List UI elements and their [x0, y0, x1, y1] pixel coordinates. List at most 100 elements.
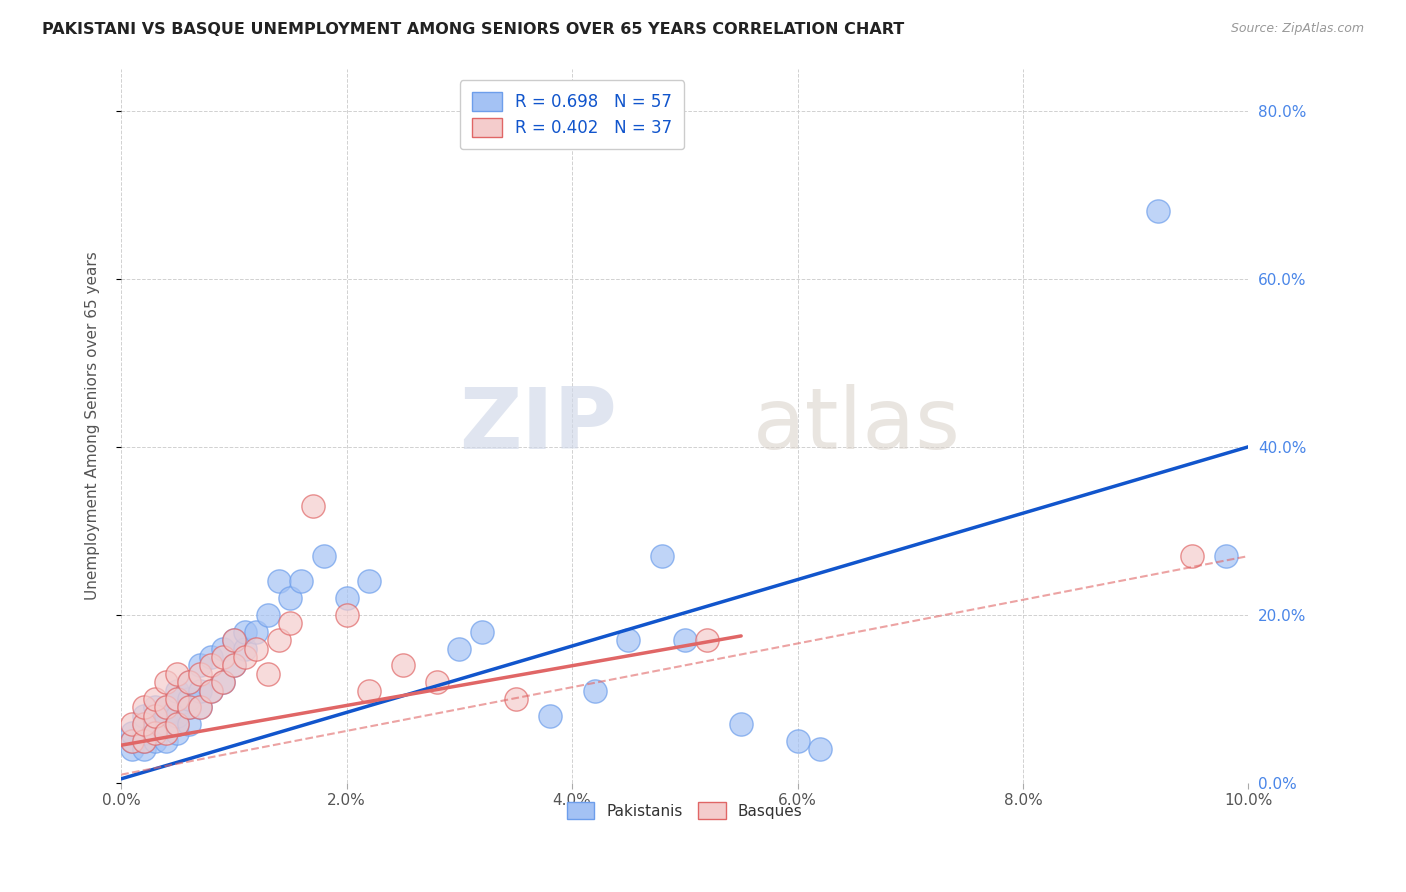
Point	[256, 666, 278, 681]
Point	[200, 683, 222, 698]
Point	[155, 700, 177, 714]
Point	[233, 641, 256, 656]
Point	[696, 633, 718, 648]
Point	[426, 675, 449, 690]
Point	[222, 633, 245, 648]
Point	[278, 591, 301, 606]
Point	[188, 683, 211, 698]
Point	[673, 633, 696, 648]
Point	[651, 549, 673, 563]
Point	[200, 683, 222, 698]
Text: PAKISTANI VS BASQUE UNEMPLOYMENT AMONG SENIORS OVER 65 YEARS CORRELATION CHART: PAKISTANI VS BASQUE UNEMPLOYMENT AMONG S…	[42, 22, 904, 37]
Point	[290, 574, 312, 589]
Point	[155, 708, 177, 723]
Point	[166, 708, 188, 723]
Point	[143, 725, 166, 739]
Text: ZIP: ZIP	[460, 384, 617, 467]
Point	[200, 658, 222, 673]
Point	[188, 700, 211, 714]
Point	[143, 717, 166, 731]
Point	[222, 658, 245, 673]
Legend: Pakistanis, Basques: Pakistanis, Basques	[561, 796, 808, 825]
Point	[121, 734, 143, 748]
Point	[267, 633, 290, 648]
Point	[538, 708, 561, 723]
Point	[301, 499, 323, 513]
Point	[471, 624, 494, 639]
Point	[245, 624, 267, 639]
Point	[359, 574, 381, 589]
Point	[121, 725, 143, 739]
Point	[808, 742, 831, 756]
Point	[211, 675, 233, 690]
Text: atlas: atlas	[752, 384, 960, 467]
Point	[155, 700, 177, 714]
Point	[177, 675, 200, 690]
Point	[267, 574, 290, 589]
Point	[143, 692, 166, 706]
Point	[177, 675, 200, 690]
Point	[143, 734, 166, 748]
Point	[121, 717, 143, 731]
Point	[200, 649, 222, 664]
Point	[1147, 204, 1170, 219]
Point	[392, 658, 415, 673]
Point	[166, 692, 188, 706]
Point	[177, 692, 200, 706]
Point	[222, 633, 245, 648]
Point	[233, 649, 256, 664]
Point	[166, 717, 188, 731]
Y-axis label: Unemployment Among Seniors over 65 years: Unemployment Among Seniors over 65 years	[86, 252, 100, 600]
Point	[132, 708, 155, 723]
Point	[188, 666, 211, 681]
Point	[132, 734, 155, 748]
Point	[177, 700, 200, 714]
Point	[155, 734, 177, 748]
Point	[132, 734, 155, 748]
Point	[143, 725, 166, 739]
Point	[143, 700, 166, 714]
Point	[132, 742, 155, 756]
Point	[583, 683, 606, 698]
Point	[617, 633, 640, 648]
Point	[155, 675, 177, 690]
Point	[166, 725, 188, 739]
Point	[786, 734, 808, 748]
Point	[121, 734, 143, 748]
Point	[188, 700, 211, 714]
Point	[245, 641, 267, 656]
Point	[155, 717, 177, 731]
Point	[256, 607, 278, 622]
Point	[211, 649, 233, 664]
Point	[143, 708, 166, 723]
Point	[211, 641, 233, 656]
Point	[143, 708, 166, 723]
Point	[278, 616, 301, 631]
Point	[233, 624, 256, 639]
Point	[730, 717, 752, 731]
Point	[359, 683, 381, 698]
Point	[166, 666, 188, 681]
Point	[166, 692, 188, 706]
Point	[121, 742, 143, 756]
Point	[132, 717, 155, 731]
Point	[222, 658, 245, 673]
Point	[132, 725, 155, 739]
Point	[177, 717, 200, 731]
Point	[312, 549, 335, 563]
Point	[166, 717, 188, 731]
Point	[166, 683, 188, 698]
Point	[177, 700, 200, 714]
Point	[132, 700, 155, 714]
Point	[336, 591, 359, 606]
Point	[188, 658, 211, 673]
Text: Source: ZipAtlas.com: Source: ZipAtlas.com	[1230, 22, 1364, 36]
Point	[1181, 549, 1204, 563]
Point	[1215, 549, 1237, 563]
Point	[132, 717, 155, 731]
Point	[449, 641, 471, 656]
Point	[211, 675, 233, 690]
Point	[505, 692, 527, 706]
Point	[336, 607, 359, 622]
Point	[155, 725, 177, 739]
